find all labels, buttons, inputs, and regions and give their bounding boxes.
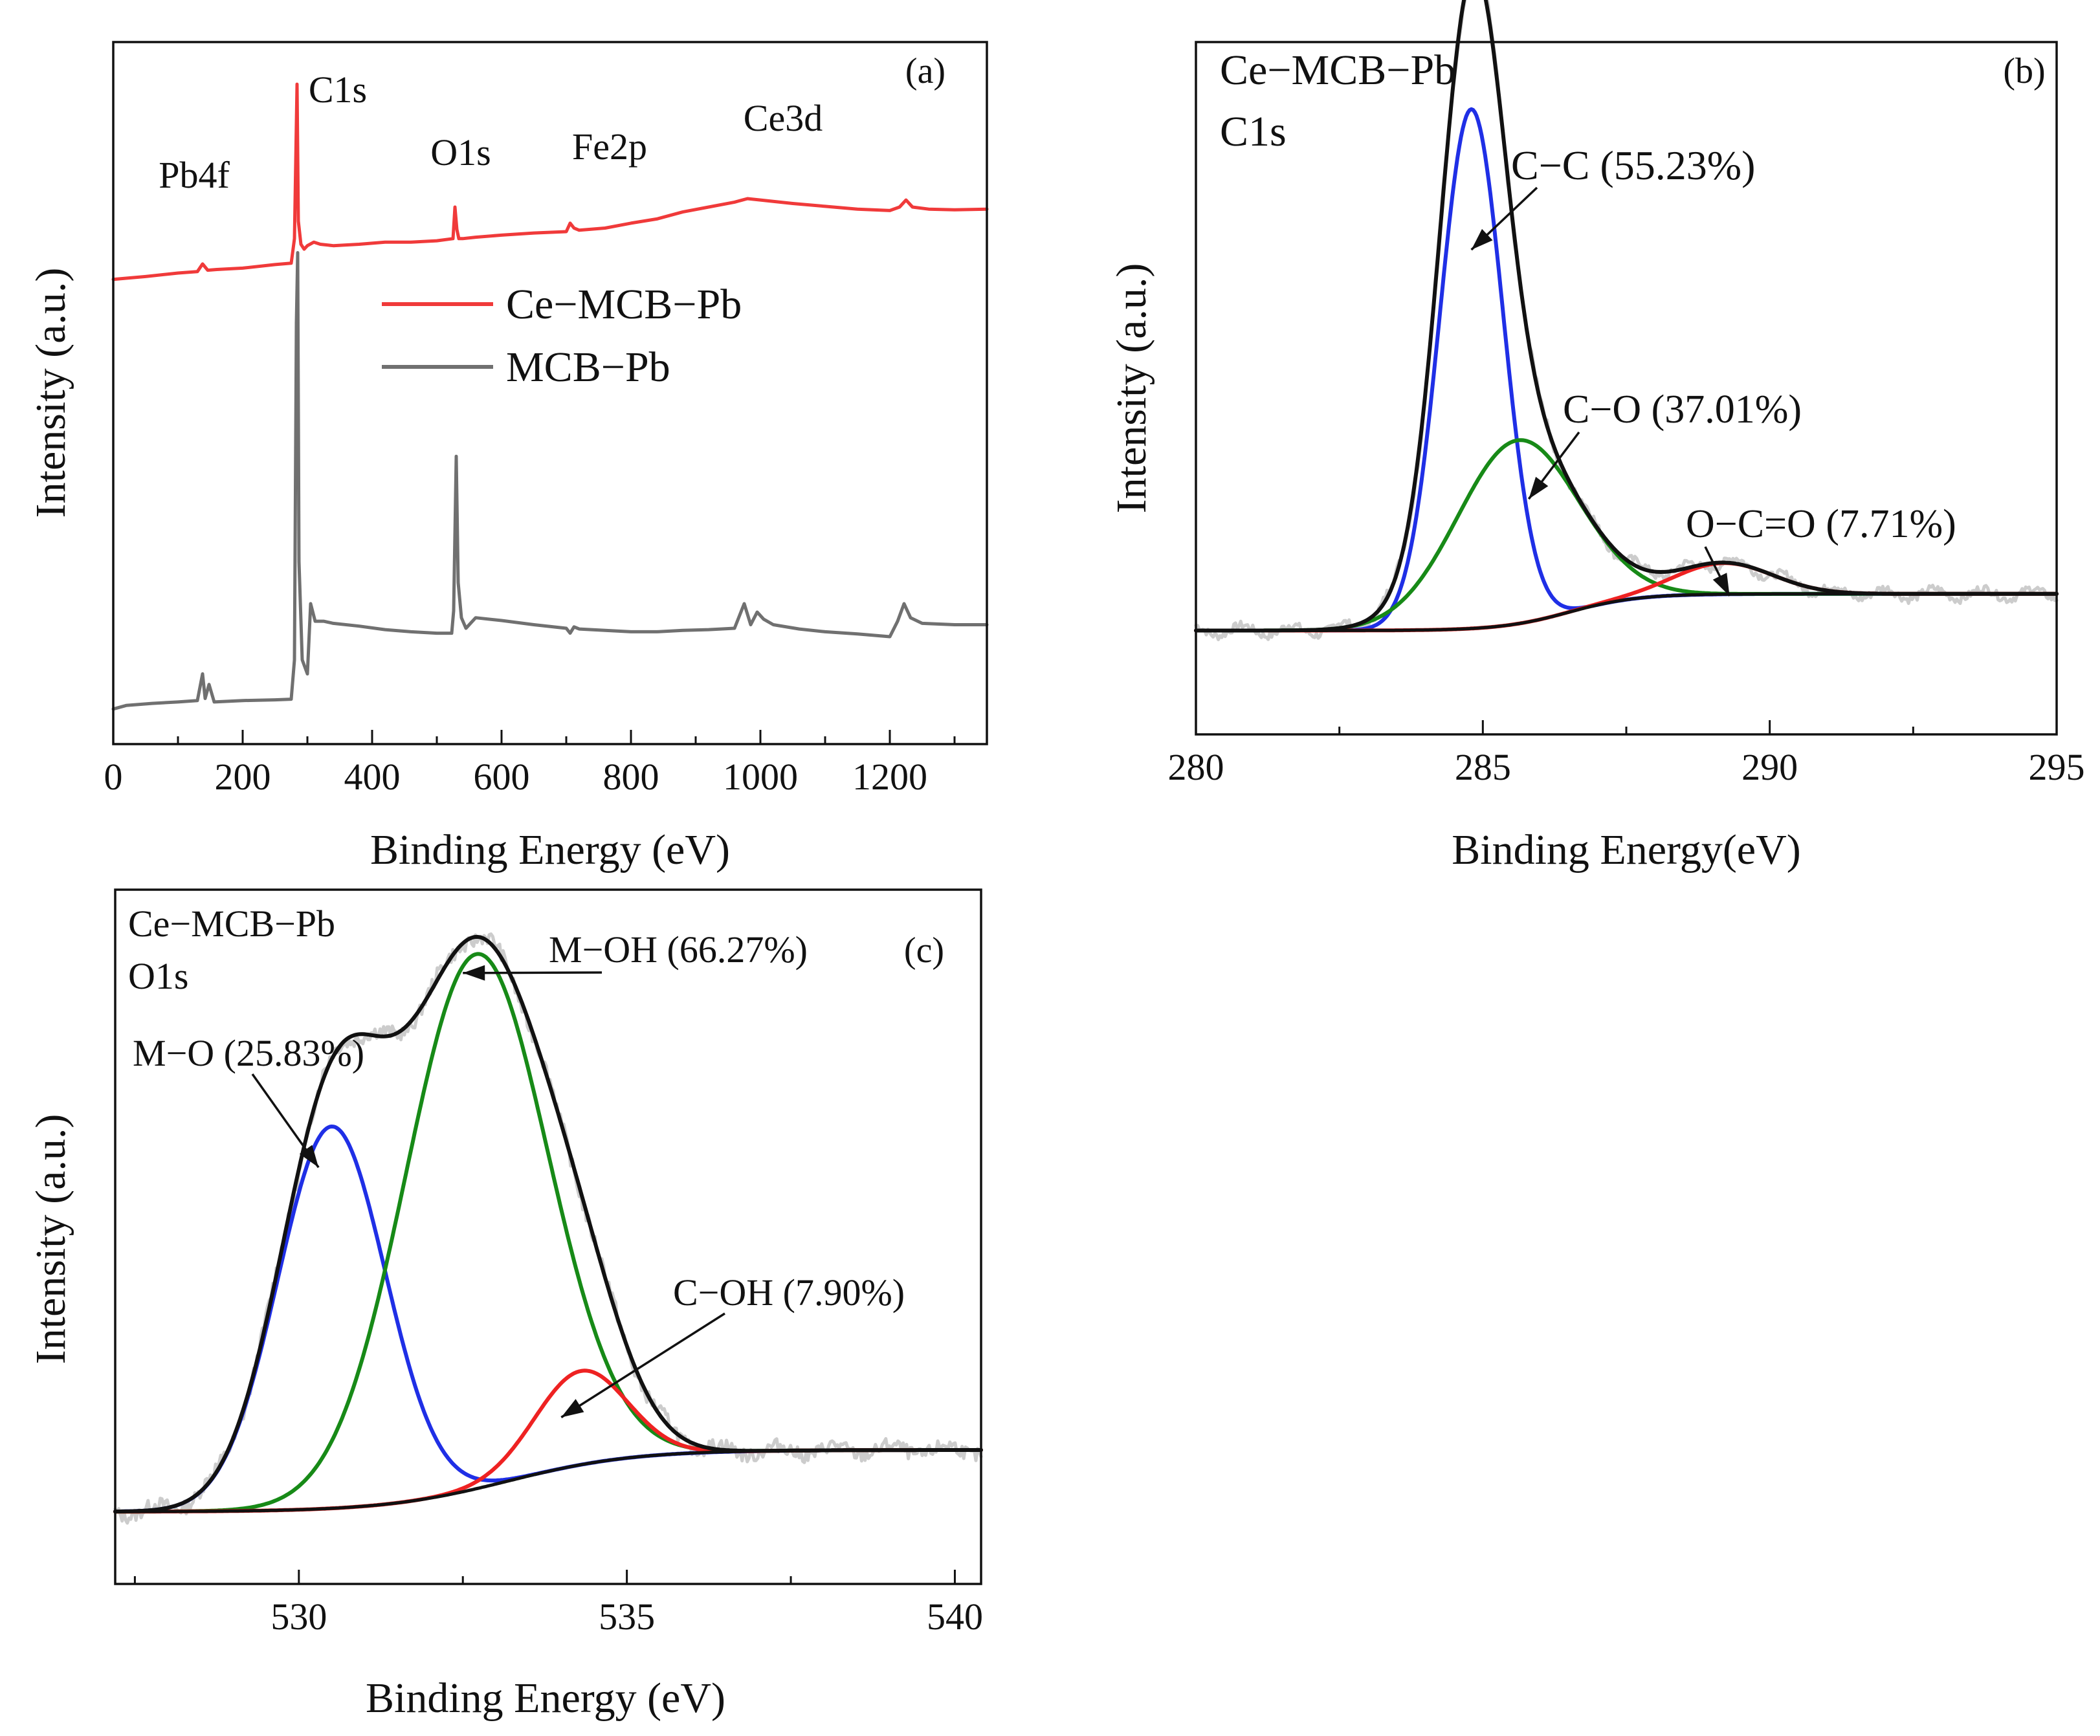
panel-b-x-axis-label: Binding Energy(eV)	[1452, 826, 1801, 873]
panel-c-x-axis-label: Binding Energy (eV)	[366, 1675, 725, 1722]
panel-c-annotations: M−O (25.83%) M−OH (66.27%) C−OH (7.90%)	[133, 928, 905, 1418]
panel-b-sample-title: Ce−MCB−Pb	[1220, 47, 1455, 94]
panel-c-x-ticks: 530 535 540	[133, 1570, 983, 1638]
panel-b-curves	[1194, 0, 2059, 641]
panel-a-survey-spectrum: 0 200 400 600 800 1000 1200 (a) Pb4f C1s O1s F…	[27, 41, 989, 873]
panel-a-curves	[111, 82, 989, 711]
peak-label-pb4f: Pb4f	[159, 154, 230, 196]
annotation-arrow-m-o-head	[299, 1145, 319, 1168]
panel-b-y-axis-label: Intensity (a.u.)	[1108, 263, 1155, 514]
series-line-background	[113, 1448, 983, 1513]
series-line-background	[1194, 592, 2059, 632]
panel-b-tick-label: 290	[1741, 746, 1798, 788]
annotation-arrow-c-oh	[560, 1312, 725, 1418]
peak-label-c1s: C1s	[309, 69, 367, 111]
panel-b-region-subtitle: C1s	[1220, 108, 1287, 155]
annotation-arrow-m-oh	[463, 971, 602, 974]
annotation-arrow-c-oh-head	[561, 1399, 584, 1418]
series-line-envelope	[1194, 0, 2059, 633]
panel-a-tick-label: 400	[344, 756, 401, 798]
panel-a-tick-label: 800	[603, 756, 659, 798]
annotation-o-c-o: O−C=O (7.71%)	[1686, 502, 1956, 546]
panel-b-tick-label: 295	[2029, 746, 2085, 788]
panel-b-tick-label: 285	[1455, 746, 1511, 788]
panel-b-annotations: C−C (55.23%) C−O (37.01%) O−C=O (7.71%)	[1470, 142, 1956, 597]
annotation-c-c: C−C (55.23%)	[1511, 142, 1755, 188]
panel-a-tick-label: 1200	[852, 756, 927, 798]
panel-c-tick-label: 540	[927, 1596, 983, 1638]
annotation-arrow-o-c-o-head	[1712, 573, 1730, 596]
series-line-ce-mcb-pb	[111, 82, 989, 281]
legend-label-ce-mcb-pb: Ce−MCB−Pb	[506, 281, 742, 328]
legend-label-mcb-pb: MCB−Pb	[506, 344, 670, 391]
panel-c-region-subtitle: O1s	[128, 955, 188, 997]
series-line-mcb-pb	[111, 251, 989, 711]
panel-c-curves	[113, 932, 983, 1525]
panel-a-y-axis-label: Intensity (a.u.)	[27, 268, 74, 518]
annotation-arrow-c-o-head	[1529, 476, 1549, 500]
panel-a-x-axis-label: Binding Energy (eV)	[370, 826, 730, 873]
peak-label-o1s: O1s	[430, 131, 491, 173]
annotation-arrow-m-oh-head	[463, 965, 485, 981]
panel-a-tick-label: 0	[104, 756, 123, 798]
panel-a-tick-label: 600	[474, 756, 530, 798]
annotation-arrow-c-c-55-23-head	[1471, 228, 1493, 250]
panel-a-tick-label: 200	[215, 756, 271, 798]
panel-a-plot-frame	[112, 41, 988, 745]
peak-label-ce3d: Ce3d	[744, 97, 823, 139]
annotation-c-o: C−O (37.01%)	[1563, 388, 1802, 432]
component-peak-o-c-o	[1194, 561, 2059, 633]
peak-label-fe2p: Fe2p	[572, 126, 647, 168]
panel-b-tick-label: 280	[1168, 746, 1224, 788]
panel-a-x-ticks: 0 200 400 600 800 1000 1200	[104, 730, 956, 798]
panel-c-y-axis-label: Intensity (a.u.)	[27, 1114, 74, 1365]
panel-c-o1s-spectrum: 530 535 540 (c) Ce−MCB−Pb O1s M−O (25.83%)…	[27, 888, 983, 1722]
panel-c-tick-label: 530	[271, 1596, 327, 1638]
panel-b-x-ticks: 280 285 290 295	[1168, 720, 2085, 788]
panel-a-legend: Ce−MCB−Pb MCB−Pb	[382, 281, 742, 391]
panel-b-label: (b)	[2003, 51, 2045, 91]
panel-c-sample-title: Ce−MCB−Pb	[128, 903, 335, 945]
panel-a-tick-label: 1000	[723, 756, 798, 798]
panel-c-label: (c)	[904, 930, 944, 971]
panel-a-label: (a)	[905, 51, 945, 91]
panel-c-tick-label: 535	[599, 1596, 655, 1638]
panel-c-plot-frame	[114, 888, 982, 1585]
component-peak-m-o	[113, 1125, 983, 1514]
annotation-m-o: M−O (25.83%)	[133, 1032, 364, 1074]
series-line-envelope	[113, 934, 983, 1514]
component-peak-c-oh	[113, 1368, 983, 1514]
panel-b-c1s-spectrum: 280 285 290 295 (b) Ce−MCB−Pb C1s C−C (55.2…	[1108, 0, 2085, 873]
annotation-c-oh: C−OH (7.90%)	[673, 1271, 905, 1313]
annotation-m-oh: M−OH (66.27%)	[549, 928, 808, 971]
series-line-raw	[113, 932, 983, 1525]
